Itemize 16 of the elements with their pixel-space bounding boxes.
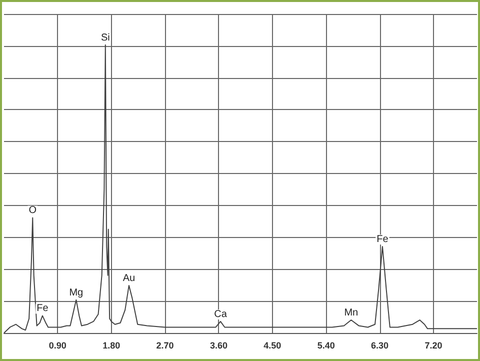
annotation: Fe	[376, 234, 389, 246]
x-tick-label: 6.30	[371, 340, 389, 350]
x-tick-label: 3.60	[210, 340, 228, 350]
annotation: Mn	[344, 308, 358, 319]
annotation: Ca	[214, 308, 228, 320]
x-tick-label: 7.20	[424, 340, 442, 350]
x-tick-label: 5.40	[317, 340, 335, 350]
x-tick-label: 2.70	[156, 340, 174, 350]
annotation: O	[28, 205, 37, 216]
annotation: Si	[100, 32, 110, 44]
annotation: Mg	[69, 287, 84, 298]
annotation: Fe	[36, 303, 49, 314]
annotation: Au	[122, 272, 136, 284]
x-tick-label: 4.50	[264, 340, 282, 350]
x-tick-label: 1.80	[102, 340, 120, 350]
x-tick-label: 0.90	[48, 340, 66, 350]
